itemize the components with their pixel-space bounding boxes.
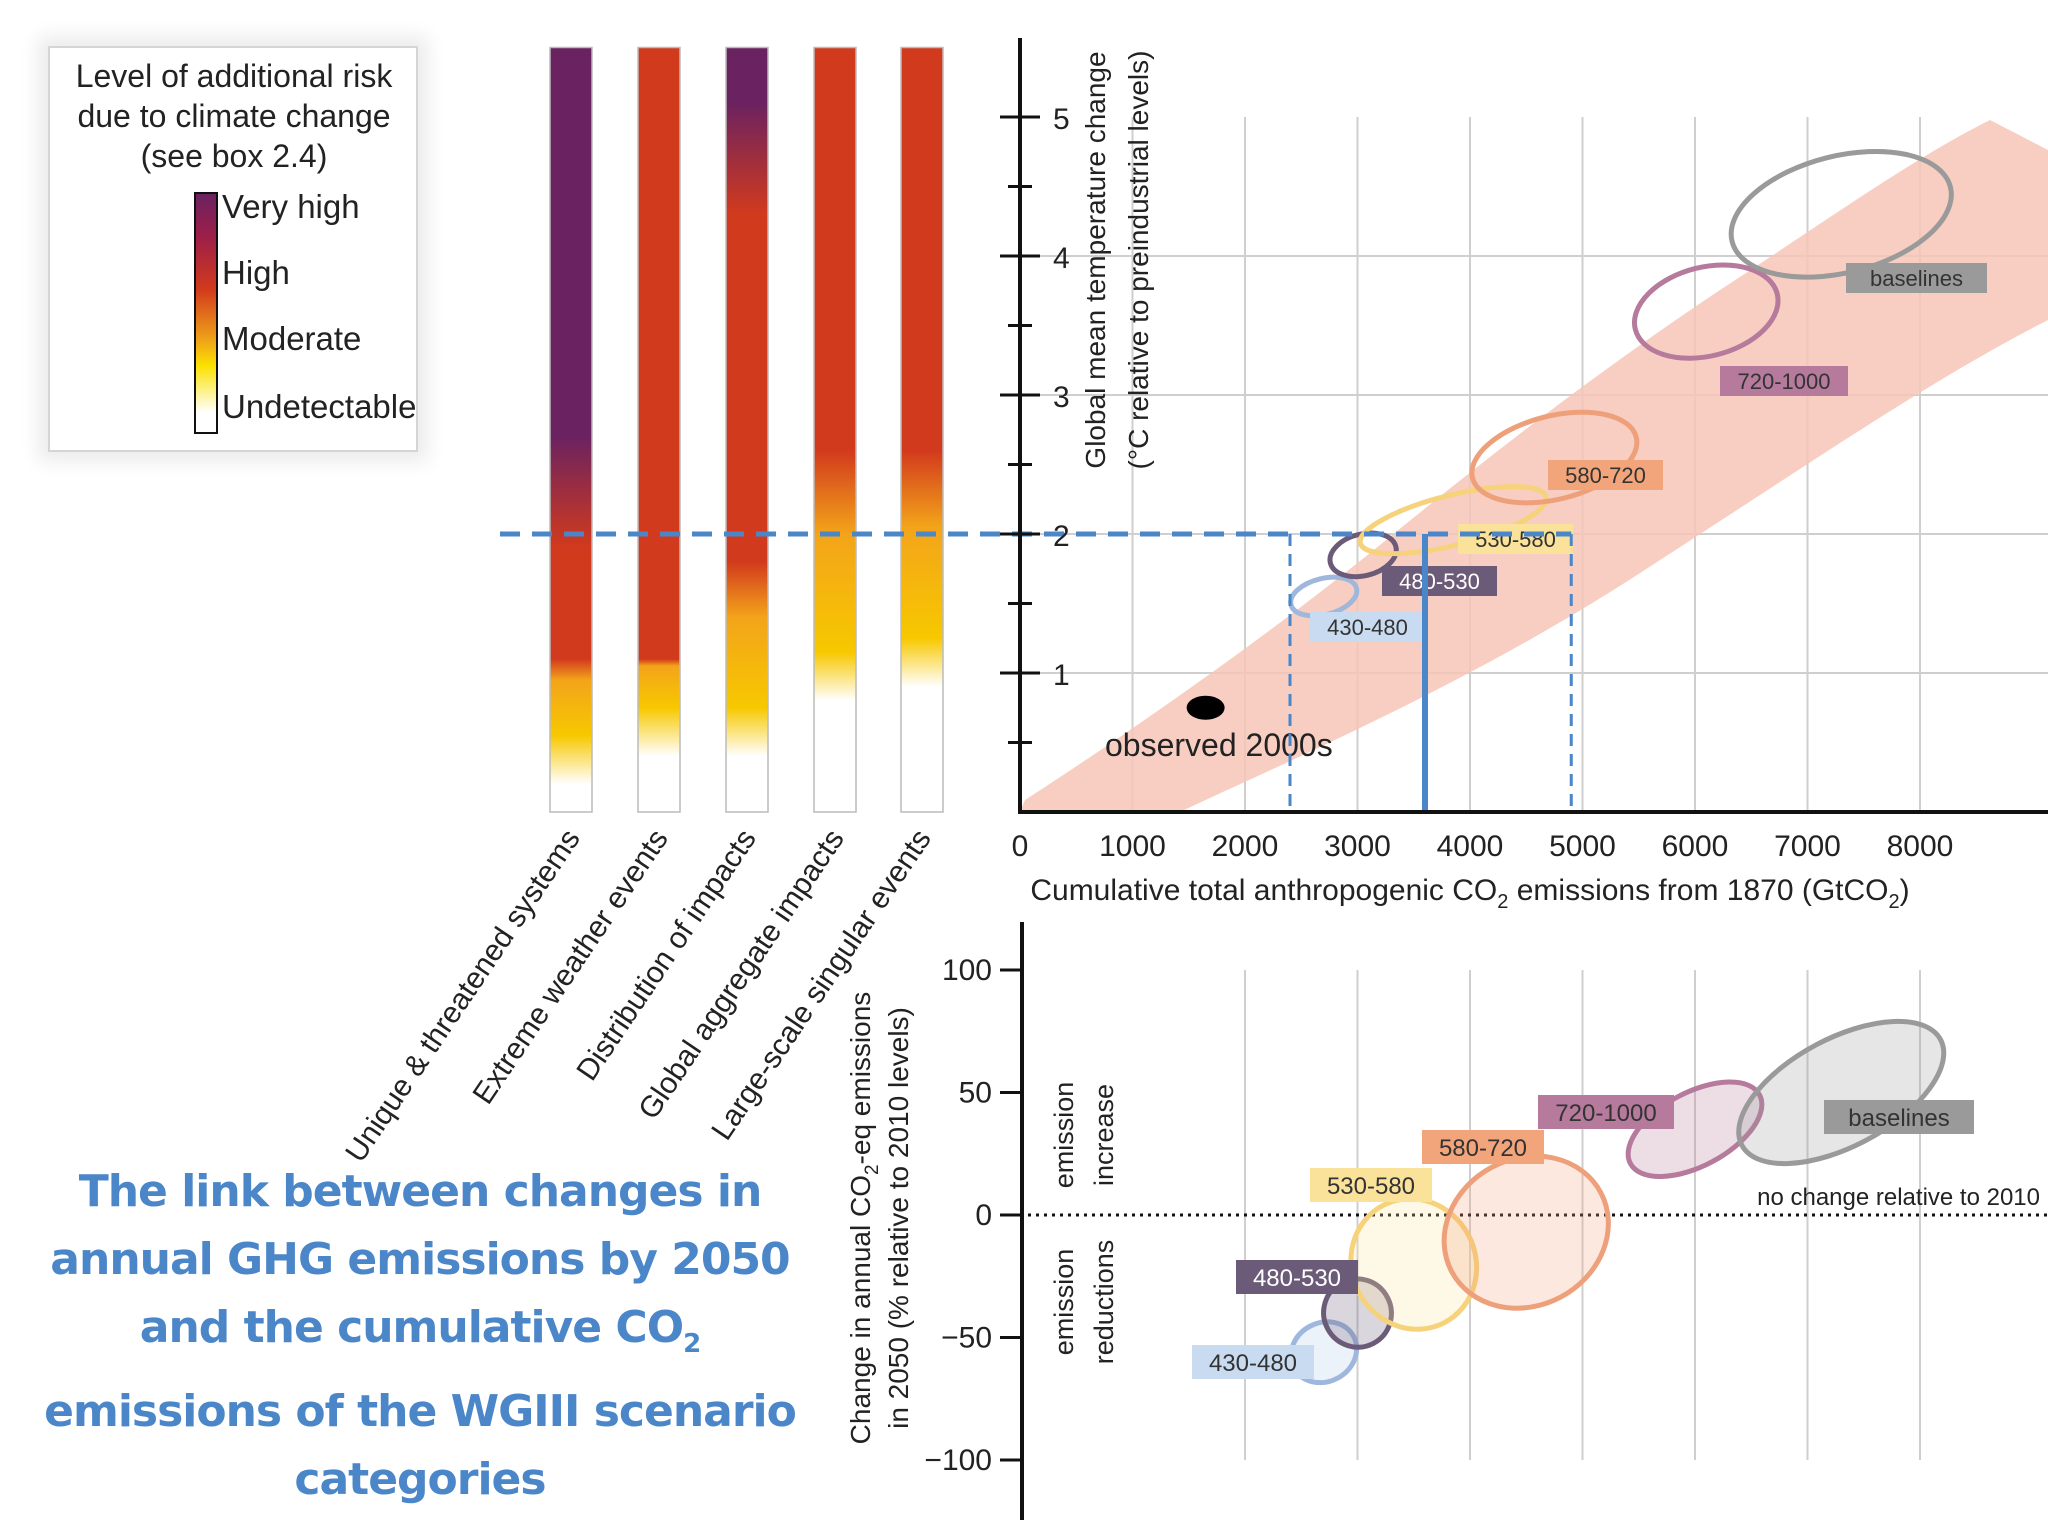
- top-y-tick-label: 3: [1053, 381, 1070, 414]
- top-y-tick-label: 2: [1053, 520, 1070, 553]
- bottom-scenario-label-baselines: baselines: [1848, 1105, 1949, 1132]
- top-scenario-badge: [1846, 263, 1987, 293]
- caption-line-3: and the cumulative CO2: [20, 1294, 820, 1378]
- xlabel-part: emissions from 1870 (GtCO: [1508, 874, 1888, 907]
- caption-line-2: annual GHG emissions by 2050: [50, 1234, 790, 1285]
- legend-very-high: Very high: [222, 188, 360, 225]
- top-scenario-label-430-480: 430-480: [1327, 615, 1408, 640]
- risk-bar-1: [549, 46, 593, 813]
- top-scenario-badge: [1458, 524, 1573, 554]
- top-ellipse-720-1000: [1631, 262, 1781, 361]
- caption-line-5: categories: [294, 1453, 546, 1505]
- bottom-scenario-label-480-530: 480-530: [1253, 1265, 1341, 1292]
- ylabel-part: Change in annual CO: [845, 1175, 876, 1444]
- top-scenario-badge: [1720, 366, 1848, 396]
- bottom-y-axis-title-2: in 2050 (% relative to 2010 levels): [883, 1007, 914, 1429]
- bottom-scenario-badge: [1422, 1130, 1544, 1164]
- ylabel-part: -eq emissions: [845, 992, 876, 1165]
- ylabel-sub: 2: [862, 1164, 883, 1175]
- top-y-tick-label: 1: [1053, 659, 1070, 692]
- top-scenario-label-baselines: baselines: [1870, 266, 1963, 291]
- bottom-scenario-label-530-580: 530-580: [1327, 1173, 1415, 1200]
- top-x-tick-label: 1000: [1099, 830, 1166, 863]
- top-x-axis-title: Cumulative total anthropogenic CO2 emiss…: [1030, 874, 1909, 913]
- annotation-emission-increase-2: increase: [1089, 1084, 1119, 1186]
- caption-line-4: emissions of the WGIII scenario: [44, 1385, 797, 1437]
- top-x-tick-label: 6000: [1662, 830, 1729, 863]
- top-scenario-label-480-530: 480-530: [1399, 569, 1480, 594]
- bottom-scenario-badge: [1192, 1345, 1314, 1379]
- caption-line-3-text: and the cumulative CO: [139, 1302, 684, 1353]
- no-change-label: no change relative to 2010: [1757, 1184, 2040, 1211]
- top-ellipse-580-720: [1469, 409, 1640, 506]
- top-x-tick-label: 7000: [1774, 830, 1841, 863]
- xlabel-part: ): [1900, 874, 1910, 907]
- top-x-tick-label: 3000: [1324, 830, 1391, 863]
- caption-line-3-sub: 2: [683, 1328, 701, 1359]
- top-y-tick-label: 4: [1053, 242, 1070, 275]
- bottom-scenario-label-720-1000: 720-1000: [1555, 1100, 1656, 1127]
- caption-line-1: The link between changes in: [78, 1166, 763, 1217]
- top-ellipse-480-530: [1327, 530, 1399, 580]
- top-scenario-badge: [1548, 460, 1663, 490]
- bottom-ellipse-580-720: [1441, 1153, 1611, 1311]
- legend-undetectable: Undetectable: [222, 388, 417, 425]
- annotation-emission-reductions-2: reductions: [1089, 1240, 1119, 1365]
- risk-bar-4: [813, 46, 857, 813]
- bottom-y-tick-label: 100: [942, 954, 992, 987]
- top-scenario-label-530-580: 530-580: [1475, 527, 1556, 552]
- top-scenario-label-720-1000: 720-1000: [1738, 369, 1831, 394]
- risk-bar-3: [725, 46, 769, 813]
- bottom-scenario-label-580-720: 580-720: [1439, 1135, 1527, 1162]
- annotation-emission-reductions-1: emission: [1049, 1249, 1079, 1356]
- top-y-tick-label: 5: [1053, 103, 1070, 136]
- legend-high: High: [222, 254, 290, 291]
- bottom-y-axis-title-1: Change in annual CO2-eq emissions: [845, 992, 883, 1445]
- top-scenario-badge: [1382, 566, 1497, 596]
- bottom-y-tick-label: 0: [975, 1199, 992, 1232]
- bottom-y-tick-label: −100: [924, 1444, 992, 1477]
- observed-point: [1186, 695, 1225, 720]
- top-x-tick-label: 4000: [1437, 830, 1504, 863]
- bottom-y-tick-label: −50: [941, 1322, 992, 1355]
- legend-moderate: Moderate: [222, 320, 362, 357]
- top-x-tick-label: 0: [1012, 830, 1029, 863]
- top-x-tick-label: 2000: [1212, 830, 1279, 863]
- bottom-scenario-label-430-480: 430-480: [1209, 1350, 1297, 1377]
- figure-caption: The link between changes in annual GHG e…: [20, 1158, 820, 1514]
- bottom-ellipse-720-1000: [1625, 1079, 1765, 1179]
- uncertainty-band: [1020, 120, 2048, 812]
- top-scenario-badge: [1310, 612, 1425, 642]
- bottom-scenario-badge: [1538, 1095, 1674, 1129]
- annotation-emission-increase-1: emission: [1049, 1082, 1079, 1189]
- top-y-axis-title-1: Global mean temperature change: [1080, 51, 1111, 468]
- bottom-scenario-badge: [1310, 1168, 1432, 1202]
- bottom-ellipse-baselines: [1736, 1018, 1947, 1167]
- top-scenario-label-580-720: 580-720: [1565, 463, 1646, 488]
- observed-label: observed 2000s: [1105, 727, 1333, 763]
- risk-legend: Level of additional risk due to climate …: [48, 46, 418, 452]
- legend-title: Level of additional risk due to climate …: [75, 58, 393, 174]
- xlabel-part: Cumulative total anthropogenic CO: [1030, 874, 1497, 907]
- legend-color-bar: [194, 192, 218, 434]
- risk-bar-2: [637, 46, 681, 813]
- top-x-tick-label: 5000: [1549, 830, 1616, 863]
- risk-bar-5: [900, 46, 944, 813]
- bottom-y-tick-label: 50: [959, 1077, 992, 1110]
- top-y-axis-title-2: (°C relative to preindustrial levels): [1123, 51, 1154, 470]
- xlabel-sub: 2: [1497, 891, 1508, 913]
- bottom-scenario-badge: [1236, 1260, 1358, 1294]
- bottom-scenario-badge: [1824, 1100, 1974, 1134]
- top-x-tick-label: 8000: [1887, 830, 1954, 863]
- xlabel-sub: 2: [1889, 891, 1900, 913]
